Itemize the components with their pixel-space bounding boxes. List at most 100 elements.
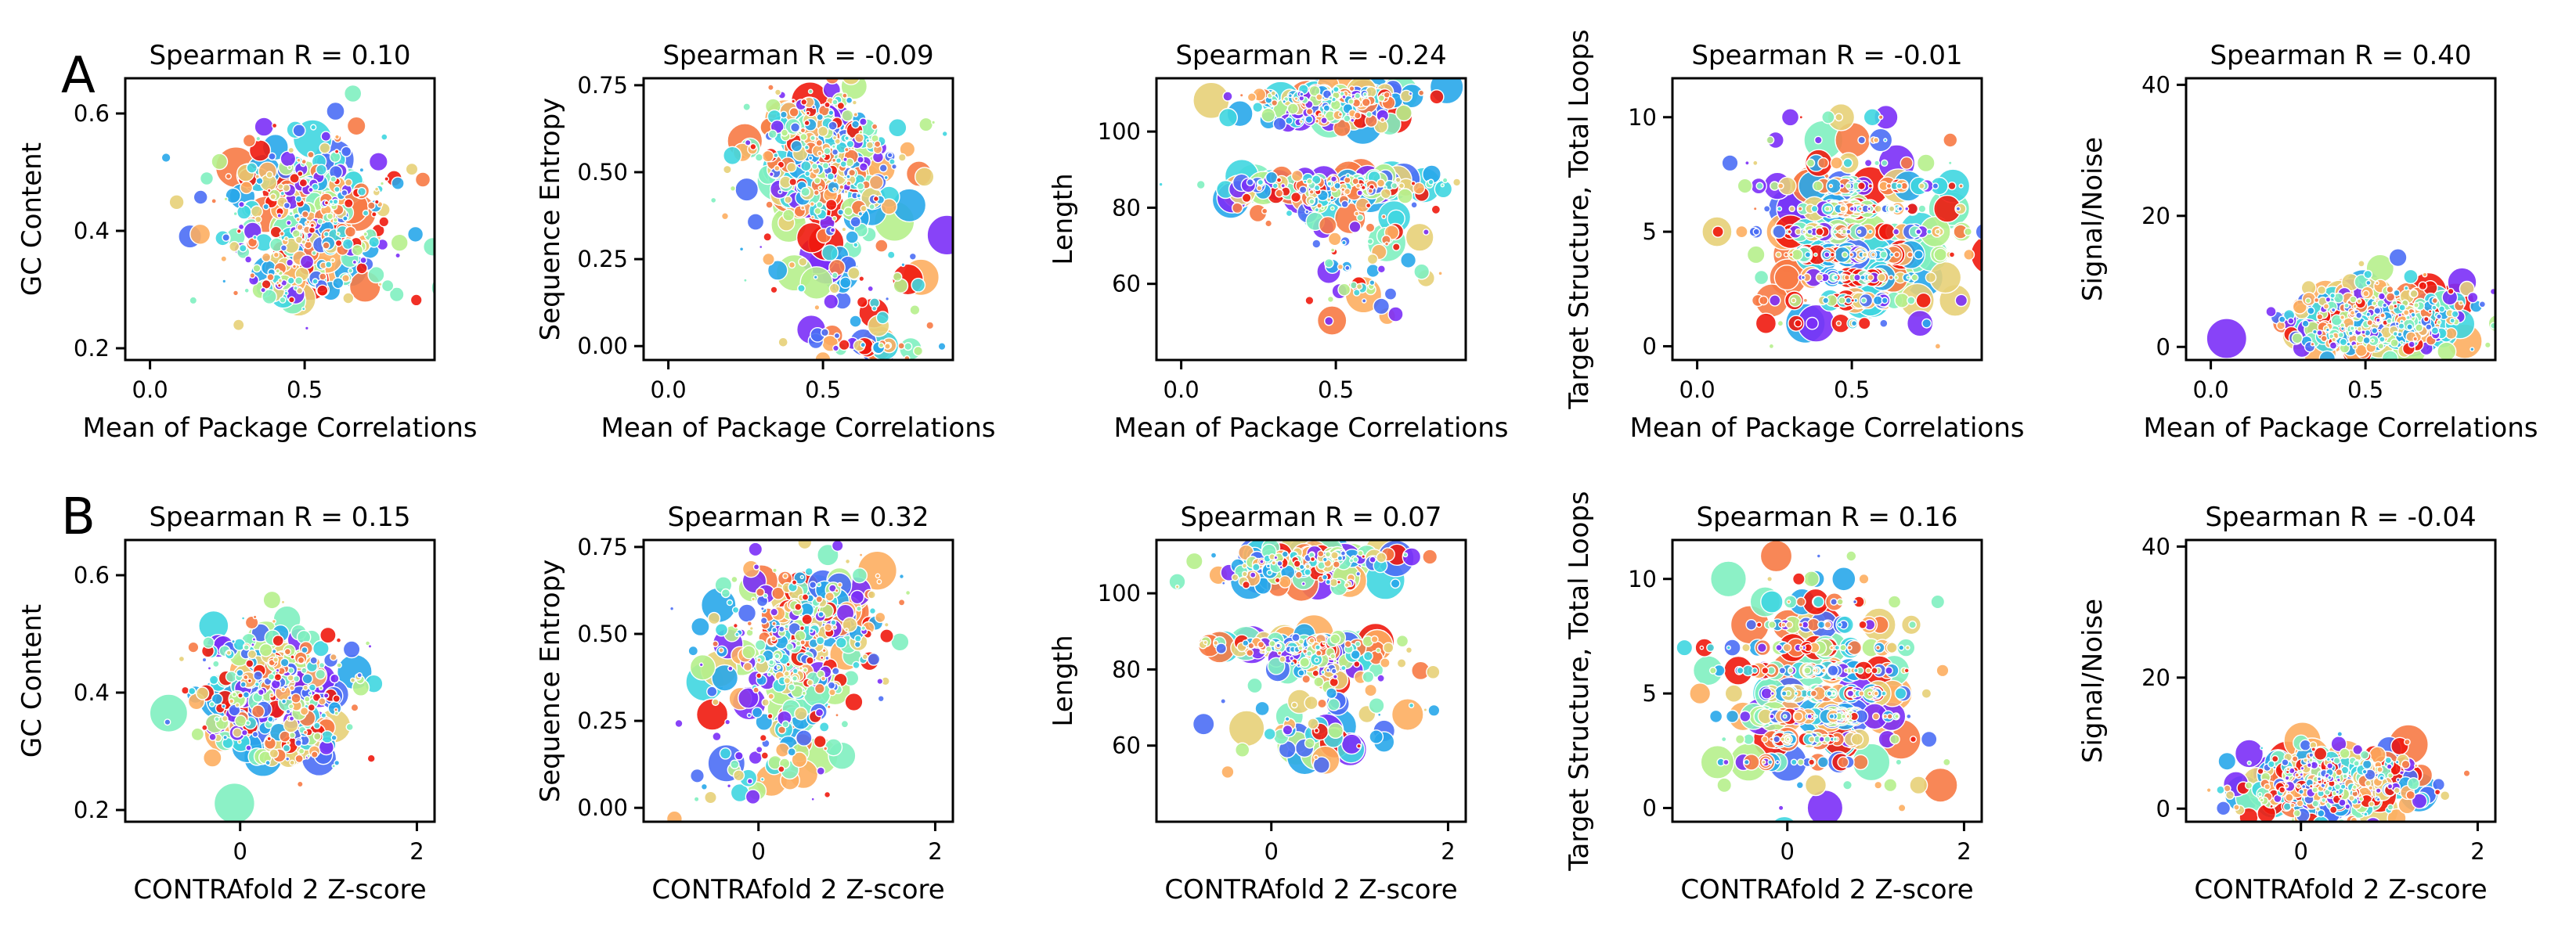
data-point [878, 342, 885, 349]
data-point [1865, 667, 1872, 674]
data-point [819, 655, 824, 661]
data-point [1789, 367, 1794, 372]
data-point [193, 189, 208, 205]
points [1158, 78, 1464, 336]
data-point [2234, 739, 2264, 769]
data-point [1888, 205, 1896, 213]
data-point [280, 686, 287, 693]
data-point [835, 636, 847, 649]
y-axis-label: Length [1048, 635, 1079, 726]
data-point [1309, 556, 1316, 563]
data-point [311, 182, 319, 191]
data-point [343, 198, 354, 209]
x-tick-label: 0.0 [651, 376, 687, 403]
data-point [774, 164, 781, 172]
data-point [1311, 239, 1322, 249]
data-point [242, 133, 257, 148]
data-point [318, 661, 326, 669]
data-point [1383, 91, 1391, 99]
data-point [1963, 227, 1972, 236]
data-point [787, 747, 797, 757]
x-tick-label: 2 [928, 838, 942, 865]
data-point [1775, 760, 1780, 765]
data-point [2381, 350, 2399, 360]
data-point [2489, 287, 2495, 296]
data-point [350, 703, 359, 712]
data-point [1265, 219, 1273, 228]
data-point [2246, 760, 2252, 766]
scatter-panel-b-2: Spearman R = 0.320 20.000.250.500.75CONTR… [535, 502, 954, 905]
data-point [2286, 766, 2291, 772]
data-point [1304, 695, 1319, 711]
data-point [1289, 655, 1294, 661]
data-point [856, 296, 868, 308]
data-point [1369, 556, 1376, 563]
data-point [231, 691, 237, 698]
data-point [1394, 176, 1402, 183]
data-point [1326, 181, 1333, 187]
data-point [704, 790, 717, 805]
data-point [748, 542, 763, 557]
x-tick-label: 2 [1441, 838, 1455, 865]
data-point [912, 345, 924, 357]
data-point [1739, 710, 1752, 723]
data-point [1313, 184, 1321, 192]
data-point [756, 657, 762, 663]
data-point [251, 637, 257, 642]
data-point [760, 606, 765, 611]
data-point [851, 120, 860, 129]
data-point [301, 158, 307, 165]
data-point [1947, 160, 1953, 166]
data-point [767, 260, 788, 281]
data-point [1815, 227, 1824, 236]
data-point [771, 627, 778, 634]
data-point [305, 238, 311, 243]
data-point [845, 230, 859, 244]
data-point [1366, 110, 1373, 118]
data-point [1829, 645, 1835, 650]
data-point [1846, 689, 1855, 697]
data-point [814, 682, 825, 694]
data-point [848, 168, 857, 177]
data-point [2294, 772, 2300, 778]
data-point [1241, 571, 1248, 578]
data-point [2362, 336, 2371, 345]
data-point [1315, 644, 1321, 651]
data-point [1366, 253, 1379, 265]
data-point [267, 715, 274, 723]
data-point [335, 231, 341, 236]
data-point [1440, 182, 1445, 188]
data-point [2379, 336, 2386, 343]
data-point [809, 201, 815, 207]
data-point [1196, 179, 1206, 190]
data-point [2377, 342, 2385, 350]
data-point [1168, 573, 1186, 591]
data-point [345, 722, 354, 732]
data-point [1824, 736, 1831, 743]
data-point [367, 644, 373, 649]
data-point [334, 149, 340, 154]
data-point [2349, 326, 2355, 331]
data-point [898, 573, 905, 580]
data-point [829, 227, 836, 233]
data-point [817, 610, 824, 618]
data-point [2284, 783, 2289, 789]
x-tick-label: 0.5 [2347, 376, 2383, 403]
data-point [1689, 682, 1712, 705]
data-point [1323, 257, 1334, 268]
data-point [287, 276, 295, 285]
data-point [674, 718, 684, 729]
data-point [1841, 251, 1849, 258]
data-point [2430, 326, 2440, 335]
data-point [867, 590, 876, 599]
data-point [759, 617, 768, 625]
data-point [282, 183, 290, 193]
data-point [1361, 554, 1366, 559]
data-point [1842, 157, 1853, 168]
data-point [1837, 229, 1842, 234]
data-point [380, 181, 385, 186]
data-point [2278, 315, 2286, 323]
data-point [1788, 252, 1794, 257]
data-point [261, 252, 272, 263]
